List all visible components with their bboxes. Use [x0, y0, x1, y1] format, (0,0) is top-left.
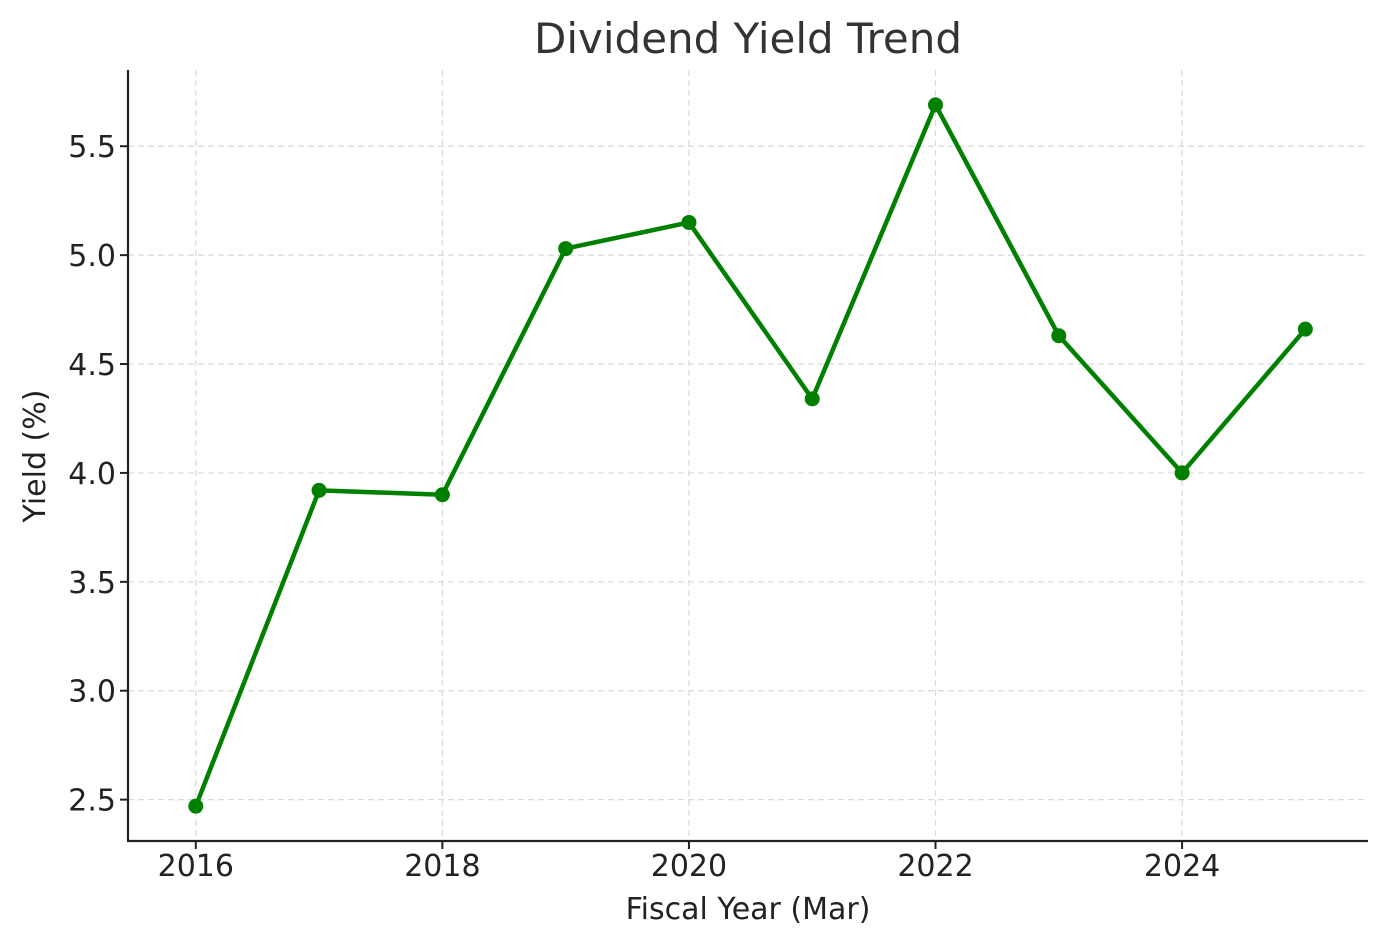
y-tick-label: 5.0: [68, 239, 116, 274]
x-tick-label: 2024: [1144, 849, 1220, 884]
x-tick-label: 2016: [158, 849, 234, 884]
ticks: 2.5 3.0 3.5 4.0 4.5 5.0 5.5 2016 2018 2020 2022 202…: [68, 130, 1220, 884]
data-point: [1297, 321, 1313, 337]
grid: [128, 70, 1367, 841]
y-axis-label: Yield (%): [18, 390, 53, 524]
data-point: [681, 214, 697, 230]
data-point: [558, 241, 574, 257]
y-tick-label: 4.0: [68, 457, 116, 492]
series: [188, 97, 1313, 814]
data-point: [1174, 465, 1190, 481]
chart-title: Dividend Yield Trend: [534, 14, 962, 63]
data-point: [311, 482, 327, 498]
y-tick-label: 4.5: [68, 348, 116, 383]
data-point: [928, 97, 944, 113]
x-axis-label: Fiscal Year (Mar): [626, 892, 871, 927]
x-tick-label: 2020: [651, 849, 727, 884]
y-tick-label: 2.5: [68, 784, 116, 819]
data-point: [188, 798, 204, 814]
x-tick-label: 2022: [897, 849, 973, 884]
series-line: [193, 102, 1308, 809]
y-tick-label: 5.5: [68, 130, 116, 165]
data-point: [1051, 328, 1067, 344]
axes: [126, 70, 1368, 843]
y-tick-label: 3.5: [68, 566, 116, 601]
data-point: [434, 487, 450, 503]
data-point: [804, 391, 820, 407]
x-tick-label: 2018: [404, 849, 480, 884]
y-tick-label: 3.0: [68, 675, 116, 710]
